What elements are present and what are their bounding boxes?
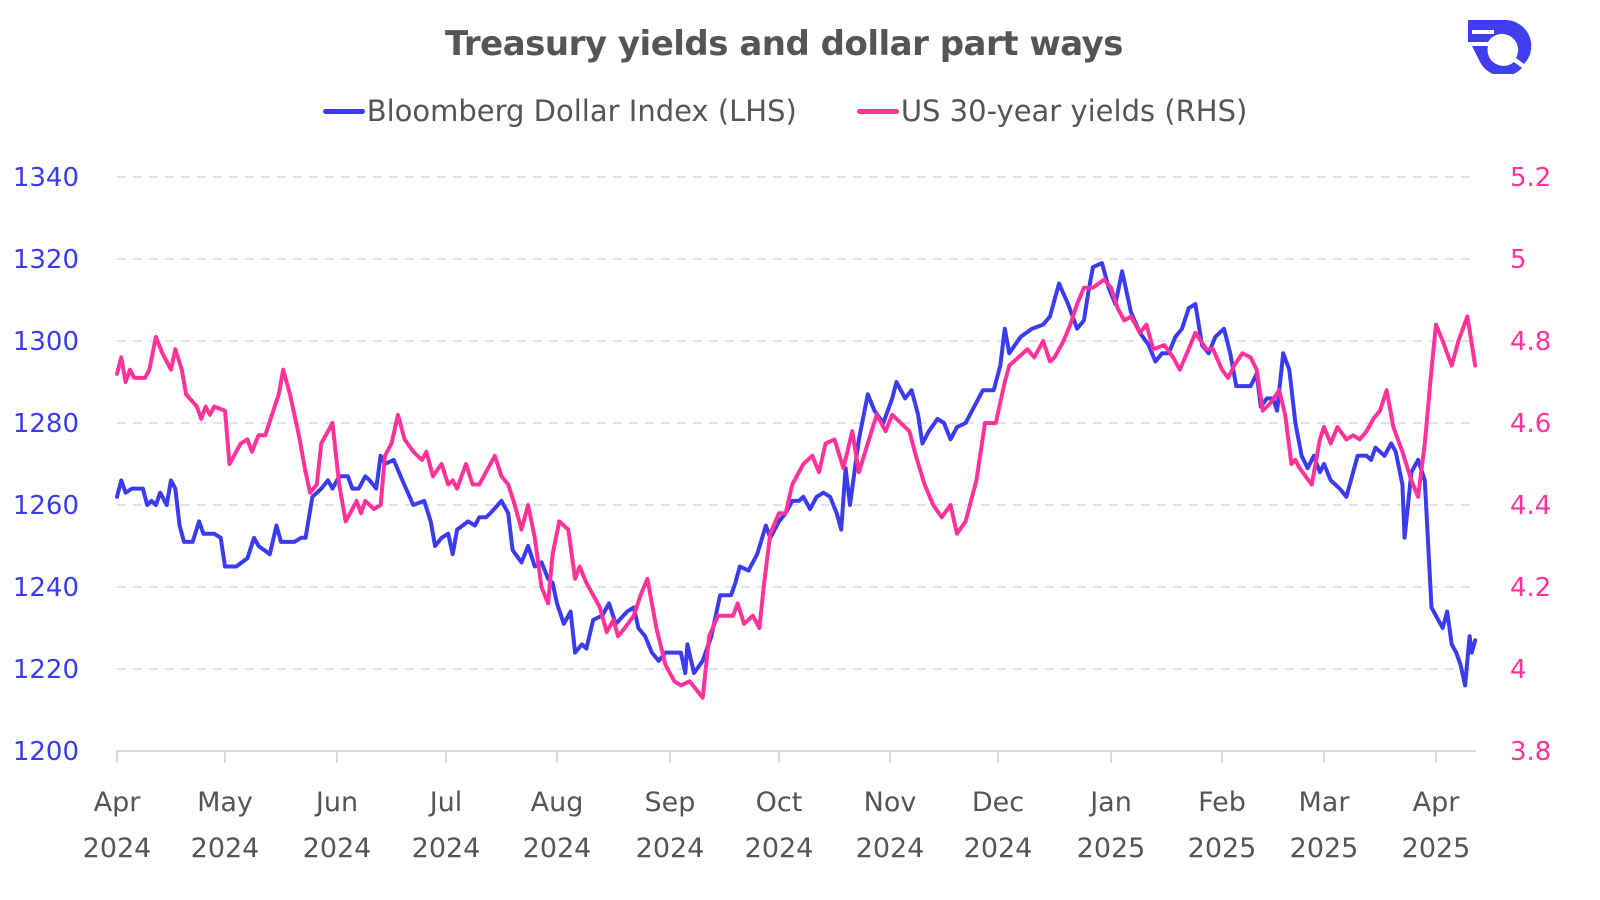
y-right-tick-label: 5.2 <box>1510 163 1551 193</box>
x-axis: Apr 2024 May 2024 Jun 2024 Jul 2024 Aug 2024 Sep 20… <box>83 750 1476 864</box>
y-axis-left: 1200 1220 1240 1260 1280 1300 1320 1340 <box>13 163 79 767</box>
legend-item-30y-yields[interactable]: US 30-year yields (RHS) <box>856 94 1248 128</box>
series-lines <box>115 261 1478 700</box>
y-left-tick-label: 1280 <box>13 409 79 439</box>
x-tick-label-month: May <box>197 787 253 818</box>
y-right-tick-label: 4 <box>1510 655 1527 685</box>
y-right-tick-label: 4.2 <box>1510 573 1551 603</box>
x-tick-label-year: 2025 <box>1402 833 1471 864</box>
x-tick-label-month: Feb <box>1198 787 1246 818</box>
x-tick-label-month: Jul <box>428 787 463 818</box>
y-left-tick-label: 1340 <box>13 163 79 193</box>
y-left-tick-label: 1240 <box>13 573 79 603</box>
x-tick-label-month: Sep <box>645 787 696 818</box>
x-tick-label-month: Jun <box>314 787 358 818</box>
x-tick-label-year: 2024 <box>191 833 260 864</box>
y-right-tick-label: 3.8 <box>1510 737 1551 767</box>
chart-title: Treasury yields and dollar part ways <box>444 24 1124 64</box>
x-tick-label-month: Oct <box>756 787 803 818</box>
x-tick-label-year: 2024 <box>523 833 592 864</box>
x-tick-label-year: 2024 <box>412 833 481 864</box>
legend-label-30y-yields: US 30-year yields (RHS) <box>900 94 1248 128</box>
x-tick-label-month: Apr <box>94 787 142 818</box>
series-line-30y-yields <box>115 277 1478 700</box>
brand-logo-icon <box>1468 20 1532 74</box>
x-tick-label-year: 2024 <box>83 833 152 864</box>
x-tick-label-year: 2024 <box>636 833 705 864</box>
y-left-tick-label: 1300 <box>13 327 79 357</box>
grid-lines <box>117 176 1476 670</box>
x-tick-label-month: Dec <box>972 787 1024 818</box>
x-tick-label-month: Aug <box>531 787 584 818</box>
x-tick-label-month: Apr <box>1413 787 1461 818</box>
y-left-tick-label: 1260 <box>13 491 79 521</box>
x-tick-label-year: 2024 <box>856 833 925 864</box>
legend-swatch-dollar-index <box>322 108 365 114</box>
y-right-tick-label: 5 <box>1510 245 1527 275</box>
legend-swatch-30y-yields <box>856 108 899 114</box>
y-left-tick-label: 1320 <box>13 245 79 275</box>
x-tick-label-year: 2024 <box>964 833 1033 864</box>
y-right-tick-label: 4.4 <box>1510 491 1551 521</box>
x-tick-label-month: Mar <box>1299 787 1351 818</box>
x-tick-label-month: Jan <box>1088 787 1132 818</box>
y-right-tick-label: 4.8 <box>1510 327 1551 357</box>
x-tick-label-year: 2024 <box>303 833 372 864</box>
x-tick-label-year: 2025 <box>1077 833 1146 864</box>
legend-item-dollar-index[interactable]: Bloomberg Dollar Index (LHS) <box>322 94 797 128</box>
x-tick-label-month: Nov <box>864 787 917 818</box>
series-line-dollar-index <box>115 261 1478 688</box>
chart-legend: Bloomberg Dollar Index (LHS) US 30-year … <box>0 94 1570 128</box>
y-left-tick-label: 1220 <box>13 655 79 685</box>
y-right-tick-label: 4.6 <box>1510 409 1551 439</box>
x-tick-label-year: 2025 <box>1188 833 1257 864</box>
x-tick-label-year: 2024 <box>745 833 814 864</box>
legend-label-dollar-index: Bloomberg Dollar Index (LHS) <box>366 94 797 128</box>
x-tick-label-year: 2025 <box>1290 833 1359 864</box>
y-axis-right: 3.8 4 4.2 4.4 4.6 4.8 5 5.2 <box>1510 163 1551 767</box>
y-left-tick-label: 1200 <box>13 737 79 767</box>
